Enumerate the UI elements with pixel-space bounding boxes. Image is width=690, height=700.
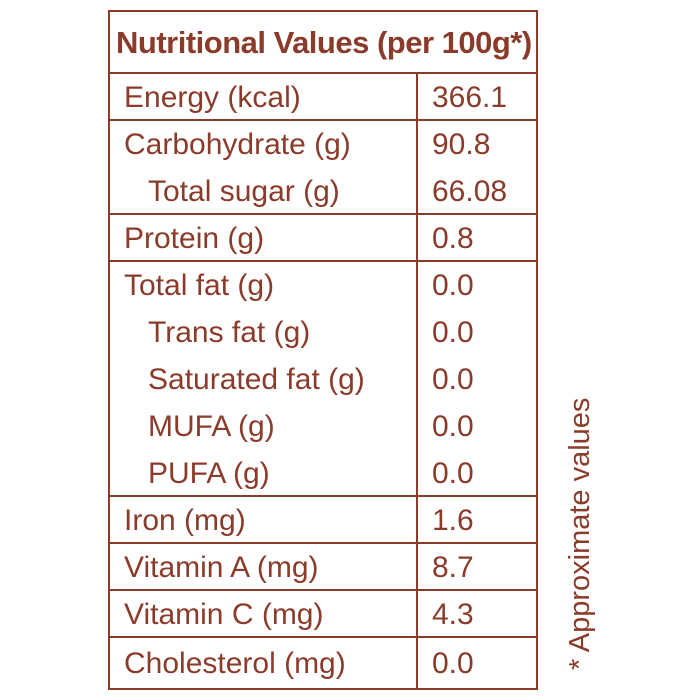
row-label: PUFA (g)	[148, 457, 270, 490]
protein-group	[110, 215, 536, 262]
column-divider	[416, 74, 418, 690]
table-row-protein: Protein (g) 0.8	[110, 215, 536, 262]
table-row-trans-fat: Trans fat (g) 0.0	[110, 309, 536, 356]
table-row-vitamin-c: Vitamin C (mg) 4.3	[110, 591, 536, 638]
table-row-vitamin-a: Vitamin A (mg) 8.7	[110, 544, 536, 591]
row-value: 90.8	[432, 128, 491, 161]
row-label: Carbohydrate (g)	[124, 128, 351, 161]
row-value: 0.0	[432, 363, 474, 396]
row-label: Trans fat (g)	[148, 316, 311, 349]
iron-group	[110, 497, 536, 544]
row-label: Cholesterol (mg)	[124, 647, 346, 680]
row-value: 4.3	[432, 598, 474, 631]
table-row-iron: Iron (mg) 1.6	[110, 497, 536, 544]
row-value: 1.6	[432, 504, 474, 537]
table-row-total-sugar: Total sugar (g) 66.08	[110, 168, 536, 215]
row-value: 0.8	[432, 222, 474, 255]
table-row-energy: Energy (kcal) 366.1	[110, 74, 536, 121]
energy-group	[110, 74, 536, 121]
row-value: 366.1	[432, 81, 508, 114]
row-label: Vitamin C (mg)	[124, 598, 324, 631]
table-row-carbohydrate: Carbohydrate (g) 90.8	[110, 121, 536, 168]
nutrition-table: Nutritional Values (per 100g*) Energy (k…	[108, 10, 538, 690]
table-row-pufa: PUFA (g) 0.0	[110, 450, 536, 497]
row-value: 8.7	[432, 551, 474, 584]
table-row-mufa: MUFA (g) 0.0	[110, 403, 536, 450]
carbohydrate-group	[110, 121, 536, 215]
approximate-values-footnote: * Approximate values	[564, 397, 596, 670]
row-value: 0.0	[432, 316, 474, 349]
row-label: Iron (mg)	[124, 504, 246, 537]
table-row-total-fat: Total fat (g) 0.0	[110, 262, 536, 309]
row-label: Total sugar (g)	[148, 175, 340, 208]
vitamin-c-group	[110, 591, 536, 638]
table-title: Nutritional Values (per 100g*)	[110, 12, 536, 74]
row-label: MUFA (g)	[148, 410, 275, 443]
row-value: 66.08	[432, 175, 508, 208]
table-row-saturated-fat: Saturated fat (g) 0.0	[110, 356, 536, 403]
row-value: 0.0	[432, 457, 474, 490]
row-label: Saturated fat (g)	[148, 363, 365, 396]
table-row-cholesterol: Cholesterol (mg) 0.0	[110, 640, 536, 687]
row-label: Protein (g)	[124, 222, 265, 255]
row-value: 0.0	[432, 269, 474, 302]
row-value: 0.0	[432, 410, 474, 443]
row-label: Energy (kcal)	[124, 81, 301, 114]
fat-group	[110, 262, 536, 497]
row-label: Total fat (g)	[124, 269, 275, 302]
vitamin-a-group	[110, 544, 536, 591]
row-value: 0.0	[432, 647, 474, 680]
row-label: Vitamin A (mg)	[124, 551, 319, 584]
